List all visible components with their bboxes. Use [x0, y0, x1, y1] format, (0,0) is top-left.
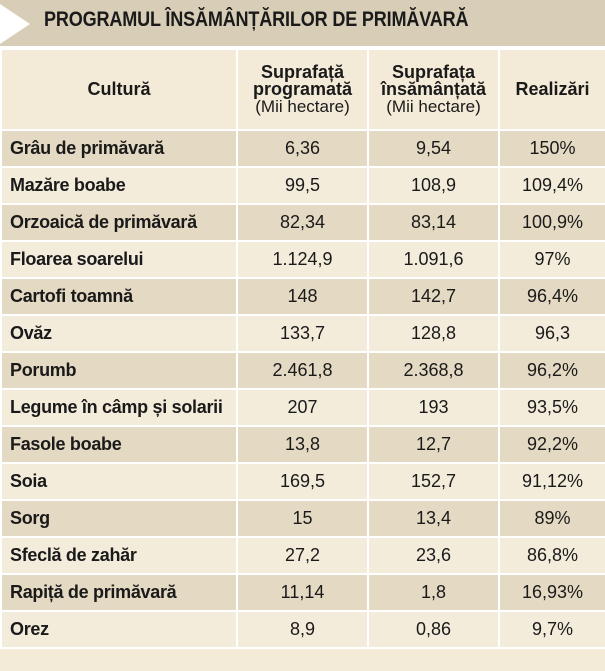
table-title: PROGRAMUL ÎNSĂMÂNȚĂRILOR DE PRIMĂVARĂ	[44, 8, 469, 31]
cell-sown: 0,86	[367, 610, 500, 649]
cell-sown: 12,7	[367, 425, 500, 464]
title-bar: PROGRAMUL ÎNSĂMÂNȚĂRILOR DE PRIMĂVARĂ	[0, 0, 605, 48]
cell-crop: Soia	[0, 462, 238, 501]
cell-crop: Sfeclă de zahăr	[0, 536, 238, 575]
header-sown-unit: (Mii hectare)	[386, 97, 481, 116]
cell-crop: Floarea soarelui	[0, 240, 238, 279]
cell-programmed: 27,2	[236, 536, 369, 575]
cell-programmed: 11,14	[236, 573, 369, 612]
cell-sown: 13,4	[367, 499, 500, 538]
table-row: Ovăz 133,7 128,8 96,3	[0, 314, 605, 353]
cell-programmed: 13,8	[236, 425, 369, 464]
cell-programmed: 207	[236, 388, 369, 427]
cell-sown: 152,7	[367, 462, 500, 501]
cell-achievement: 91,12%	[498, 462, 605, 501]
cell-crop: Legume în câmp și solarii	[0, 388, 238, 427]
table-header: Cultură Suprafață programată (Mii hectar…	[0, 48, 605, 131]
cell-achievement: 150%	[498, 129, 605, 168]
header-achievement: Realizări	[498, 48, 605, 131]
cell-sown: 2.368,8	[367, 351, 500, 390]
cell-sown: 23,6	[367, 536, 500, 575]
table-row: Porumb 2.461,8 2.368,8 96,2%	[0, 351, 605, 390]
cell-programmed: 6,36	[236, 129, 369, 168]
cell-crop: Grâu de primăvară	[0, 129, 238, 168]
cell-achievement: 9,7%	[498, 610, 605, 649]
cell-crop: Fasole boabe	[0, 425, 238, 464]
cell-sown: 9,54	[367, 129, 500, 168]
cell-achievement: 89%	[498, 499, 605, 538]
cell-sown: 193	[367, 388, 500, 427]
table-row: Orez 8,9 0,86 9,7%	[0, 610, 605, 649]
cell-achievement: 96,3	[498, 314, 605, 353]
table-row: Sorg 15 13,4 89%	[0, 499, 605, 538]
sowing-table: Cultură Suprafață programată (Mii hectar…	[0, 48, 605, 649]
cell-achievement: 16,93%	[498, 573, 605, 612]
cell-achievement: 109,4%	[498, 166, 605, 205]
cell-achievement: 86,8%	[498, 536, 605, 575]
cell-sown: 128,8	[367, 314, 500, 353]
cell-crop: Orzoaică de primăvară	[0, 203, 238, 242]
cell-programmed: 8,9	[236, 610, 369, 649]
cell-crop: Porumb	[0, 351, 238, 390]
cell-sown: 1,8	[367, 573, 500, 612]
header-sown-label: Suprafața însămânțată	[380, 62, 487, 99]
table-row: Rapiță de primăvară 11,14 1,8 16,93%	[0, 573, 605, 612]
cell-programmed: 148	[236, 277, 369, 316]
cell-sown: 142,7	[367, 277, 500, 316]
cell-crop: Sorg	[0, 499, 238, 538]
cell-programmed: 2.461,8	[236, 351, 369, 390]
cell-programmed: 99,5	[236, 166, 369, 205]
table-row: Grâu de primăvară 6,36 9,54 150%	[0, 129, 605, 168]
table-row: Floarea soarelui 1.124,9 1.091,6 97%	[0, 240, 605, 279]
cell-sown: 1.091,6	[367, 240, 500, 279]
table-row: Cartofi toamnă 148 142,7 96,4%	[0, 277, 605, 316]
header-sown-area: Suprafața însămânțată (Mii hectare)	[367, 48, 500, 131]
cell-achievement: 97%	[498, 240, 605, 279]
cell-programmed: 1.124,9	[236, 240, 369, 279]
table-body: Grâu de primăvară 6,36 9,54 150% Mazăre boab…	[0, 129, 605, 649]
cell-crop: Rapiță de primăvară	[0, 573, 238, 612]
cell-crop: Orez	[0, 610, 238, 649]
table-row: Fasole boabe 13,8 12,7 92,2%	[0, 425, 605, 464]
header-programmed-unit: (Mii hectare)	[255, 97, 350, 116]
cell-sown: 83,14	[367, 203, 500, 242]
cell-crop: Cartofi toamnă	[0, 277, 238, 316]
header-programmed-area: Suprafață programată (Mii hectare)	[236, 48, 369, 131]
table-row: Soia 169,5 152,7 91,12%	[0, 462, 605, 501]
arrow-marker-icon	[0, 4, 30, 44]
header-crop: Cultură	[0, 48, 238, 131]
cell-achievement: 93,5%	[498, 388, 605, 427]
table-row: Legume în câmp și solarii 207 193 93,5%	[0, 388, 605, 427]
cell-programmed: 169,5	[236, 462, 369, 501]
header-row: Cultură Suprafață programată (Mii hectar…	[0, 48, 605, 131]
cell-achievement: 100,9%	[498, 203, 605, 242]
cell-achievement: 92,2%	[498, 425, 605, 464]
cell-achievement: 96,2%	[498, 351, 605, 390]
cell-sown: 108,9	[367, 166, 500, 205]
cell-programmed: 82,34	[236, 203, 369, 242]
header-programmed-label: Suprafață programată	[252, 62, 353, 99]
cell-crop: Mazăre boabe	[0, 166, 238, 205]
table-row: Sfeclă de zahăr 27,2 23,6 86,8%	[0, 536, 605, 575]
cell-programmed: 15	[236, 499, 369, 538]
table-row: Orzoaică de primăvară 82,34 83,14 100,9%	[0, 203, 605, 242]
table-row: Mazăre boabe 99,5 108,9 109,4%	[0, 166, 605, 205]
cell-crop: Ovăz	[0, 314, 238, 353]
cell-programmed: 133,7	[236, 314, 369, 353]
cell-achievement: 96,4%	[498, 277, 605, 316]
